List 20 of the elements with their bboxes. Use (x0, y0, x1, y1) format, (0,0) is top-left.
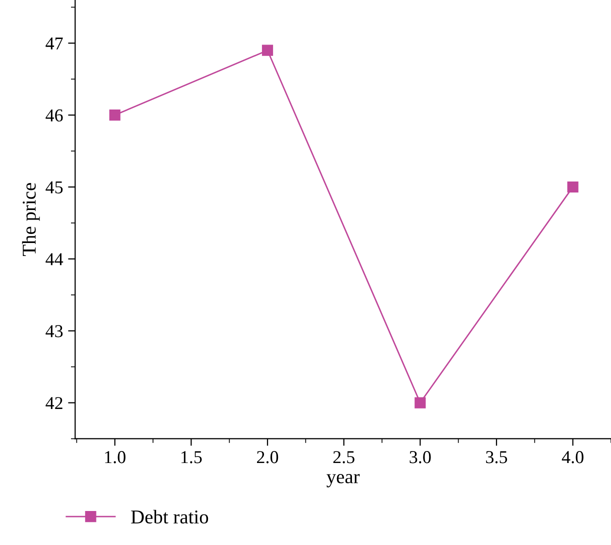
point (567, 181, 578, 193)
legend-label: Debt ratio (131, 510, 208, 524)
x-tick-label: 4.0 (562, 451, 584, 464)
y-tick-label: 42 (46, 397, 62, 410)
x-tick-label: 1.5 (181, 451, 202, 464)
point (414, 397, 426, 408)
y-axis-title: The price (22, 183, 40, 256)
x-tick-label: 3.0 (410, 451, 431, 464)
x-tick-label: 2.5 (333, 451, 354, 464)
point (262, 44, 274, 56)
x-axis-title: year (326, 474, 360, 488)
y-tick-label: 45 (46, 181, 63, 194)
y-tick-label: 46 (46, 109, 63, 122)
y-tick-label: 47 (46, 38, 63, 50)
y-tick-label: 43 (46, 325, 63, 338)
y-tick-label: 44 (46, 253, 64, 266)
x-tick-label: 1.0 (105, 451, 126, 464)
x-tick-label: 2.0 (257, 451, 278, 464)
point (109, 110, 120, 121)
x-tick-label: 3.5 (486, 451, 508, 464)
